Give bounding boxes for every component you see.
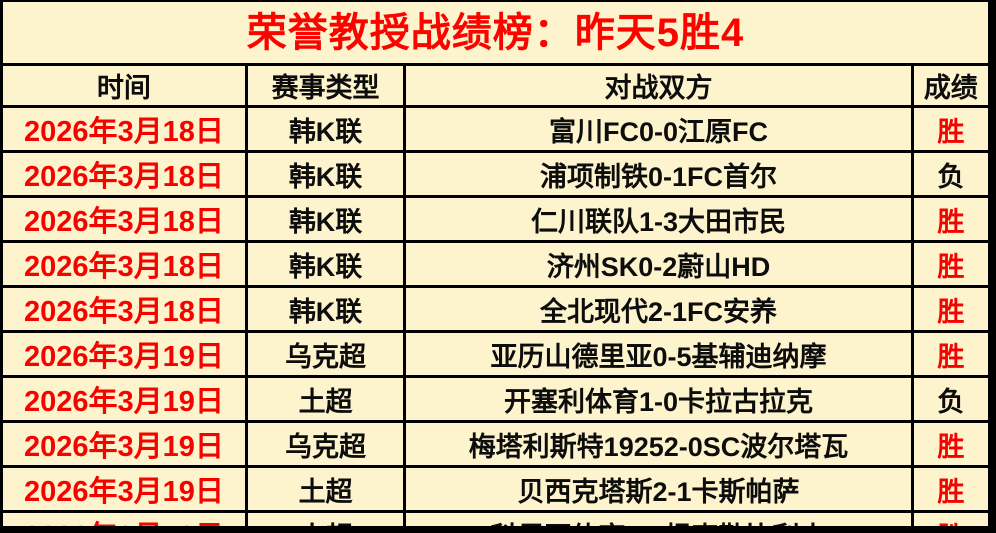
league-cell: 韩K联	[244, 240, 407, 288]
league-cell: 韩K联	[244, 195, 407, 243]
table-row: 2026年3月18日 韩K联 全北现代2-1FC安养胜	[3, 285, 988, 333]
table-row: 2026年3月18日 韩K联 浦项制铁0-1FC首尔负	[3, 150, 988, 198]
result-cell: 胜	[910, 285, 988, 333]
date-cell: 2026年3月18日	[3, 195, 248, 243]
result-cell: 胜	[910, 510, 988, 526]
header-cell-league-type: 赛事类型	[244, 66, 407, 108]
match-cell: 贝西克塔斯2-1卡斯帕萨	[403, 465, 914, 513]
header-cell-time: 时间	[3, 66, 248, 108]
match-cell: 梅塔利斯特19252-0SC波尔塔瓦	[403, 420, 914, 468]
result-cell: 负	[910, 150, 988, 198]
match-cell: 富川FC0-0江原FC	[403, 105, 914, 153]
page-title: 荣誉教授战绩榜：昨天5胜4	[246, 10, 745, 55]
table-row: 2026年3月18日 韩K联 济州SK0-2蔚山HD 胜	[3, 240, 988, 288]
match-cell: 开塞利体育1-0卡拉古拉克	[403, 375, 914, 423]
league-cell: 乌克超	[244, 330, 407, 378]
result-cell: 胜	[910, 105, 988, 153]
league-cell: 韩K联	[244, 150, 407, 198]
table-row: 2026年3月19日土超科尼亚体育1-0根克勒比利吉胜	[3, 510, 988, 526]
date-cell: 2026年3月19日	[3, 330, 248, 378]
date-cell: 2026年3月19日	[3, 420, 248, 468]
date-cell: 2026年3月19日	[3, 465, 248, 513]
table-row: 2026年3月18日 韩K联 仁川联队1-3大田市民胜	[3, 195, 988, 243]
result-cell: 负	[910, 375, 988, 423]
header-row: 时间 赛事类型 对战双方 成绩	[3, 66, 988, 108]
table-row: 2026年3月19日 土超 开塞利体育1-0卡拉古拉克负	[3, 375, 988, 423]
result-cell: 胜	[910, 240, 988, 288]
league-cell: 韩K联	[244, 285, 407, 333]
table-row: 2026年3月19日 土超 贝西克塔斯2-1卡斯帕萨胜	[3, 465, 988, 513]
header-cell-matchup: 对战双方	[403, 66, 914, 108]
date-cell: 2026年3月18日	[3, 285, 248, 333]
match-cell: 浦项制铁0-1FC首尔	[403, 150, 914, 198]
league-cell: 韩K联	[244, 105, 407, 153]
league-cell: 土超	[244, 375, 407, 423]
result-cell: 胜	[910, 195, 988, 243]
title-bar: 荣誉教授战绩榜：昨天5胜4	[3, 2, 988, 66]
table-row: 2026年3月19日 乌克超 亚历山德里亚0-5基辅迪纳摩胜	[3, 330, 988, 378]
table-row: 2026年3月18日 韩K联 富川FC0-0江原FC 胜	[3, 105, 988, 153]
result-cell: 胜	[910, 465, 988, 513]
date-cell: 2026年3月18日	[3, 240, 248, 288]
results-table: 时间 赛事类型 对战双方 成绩 2026年3月18日 韩K联 富川FC0-0江原FC 胜 20…	[3, 66, 988, 526]
match-cell: 全北现代2-1FC安养	[403, 285, 914, 333]
date-cell: 2026年3月18日	[3, 150, 248, 198]
match-cell: 仁川联队1-3大田市民	[403, 195, 914, 243]
result-cell: 胜	[910, 330, 988, 378]
league-cell: 土超	[244, 465, 407, 513]
match-cell: 济州SK0-2蔚山HD	[403, 240, 914, 288]
match-cell: 科尼亚体育1-0根克勒比利吉	[403, 510, 914, 526]
league-cell: 乌克超	[244, 420, 407, 468]
match-cell: 亚历山德里亚0-5基辅迪纳摩	[403, 330, 914, 378]
date-cell: 2026年3月18日	[3, 105, 248, 153]
league-cell: 土超	[244, 510, 407, 526]
header-cell-score: 成绩	[910, 66, 988, 108]
results-body: 2026年3月18日 韩K联 富川FC0-0江原FC 胜 2026年3月18日 韩K联 浦项…	[3, 105, 988, 526]
date-cell: 2026年3月19日	[3, 375, 248, 423]
table-row: 2026年3月19日 乌克超 梅塔利斯特19252-0SC波尔塔瓦胜	[3, 420, 988, 468]
result-cell: 胜	[910, 420, 988, 468]
date-cell: 2026年3月19日	[3, 510, 248, 526]
